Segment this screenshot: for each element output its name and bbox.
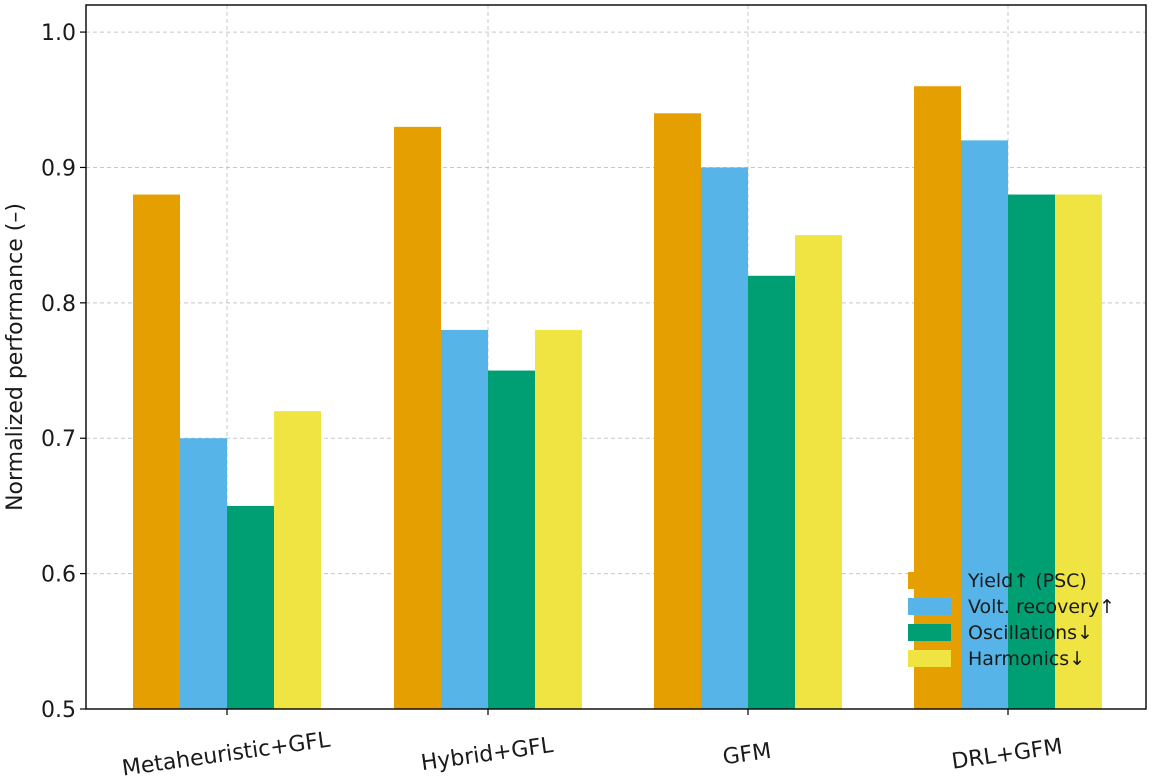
bar-metaheuristic-gfl-series-2 bbox=[227, 505, 274, 709]
bar-hybrid-gfl-series-3 bbox=[535, 329, 582, 709]
x-tick-label: GFM bbox=[721, 739, 773, 771]
y-axis: 0.5 0.6 0.7 0.8 0.9 1.0 bbox=[41, 21, 86, 723]
bar-hybrid-gfl-series-2 bbox=[488, 370, 535, 709]
x-tick-label: DRL+GFM bbox=[950, 734, 1064, 774]
x-axis: Metaheuristic+GFL Hybrid+GFL GFM DRL+GFM bbox=[120, 709, 1064, 781]
legend-label: Yield↑ (PSC) bbox=[967, 570, 1087, 592]
y-tick-label: 0.7 bbox=[41, 427, 76, 452]
legend-label: Volt. recovery↑ bbox=[968, 596, 1115, 618]
x-tick-label: Hybrid+GFL bbox=[419, 733, 555, 776]
legend: Yield↑ (PSC) Volt. recovery↑ Oscillations↓… bbox=[908, 570, 1115, 670]
legend-label: Harmonics↓ bbox=[968, 648, 1085, 670]
bar-gfm-series-2 bbox=[748, 275, 795, 709]
bar-gfm-series-3 bbox=[795, 235, 842, 709]
y-tick-label: 1.0 bbox=[41, 21, 76, 46]
x-tick-label: Metaheuristic+GFL bbox=[120, 727, 332, 781]
bar-metaheuristic-gfl-series-3 bbox=[274, 411, 321, 709]
bar-hybrid-gfl-series-1 bbox=[441, 329, 488, 709]
bar-drl-gfm-series-1 bbox=[961, 140, 1008, 709]
plot-frame bbox=[85, 4, 1147, 710]
legend-label: Oscillations↓ bbox=[968, 622, 1093, 644]
bar-gfm-series-0 bbox=[654, 113, 701, 710]
bar-metaheuristic-gfl-series-0 bbox=[133, 194, 180, 710]
legend-swatch bbox=[908, 572, 951, 589]
bar-gfm-series-1 bbox=[701, 167, 748, 709]
y-tick-label: 0.9 bbox=[41, 156, 76, 181]
bar-drl-gfm-series-3 bbox=[1055, 194, 1102, 710]
bar-metaheuristic-gfl-series-1 bbox=[180, 438, 227, 709]
legend-swatch bbox=[908, 650, 951, 667]
legend-swatch bbox=[908, 624, 951, 641]
y-tick-label: 0.5 bbox=[41, 698, 76, 723]
bar-drl-gfm-series-2 bbox=[1008, 194, 1055, 710]
legend-swatch bbox=[908, 598, 951, 615]
bar-drl-gfm-series-0 bbox=[914, 86, 961, 709]
y-axis-title: Normalized performance (–) bbox=[3, 203, 28, 511]
bars-layer bbox=[133, 86, 1102, 710]
y-tick-label: 0.6 bbox=[41, 563, 76, 588]
bar-hybrid-gfl-series-0 bbox=[394, 126, 441, 710]
y-tick-label: 0.8 bbox=[41, 292, 76, 317]
